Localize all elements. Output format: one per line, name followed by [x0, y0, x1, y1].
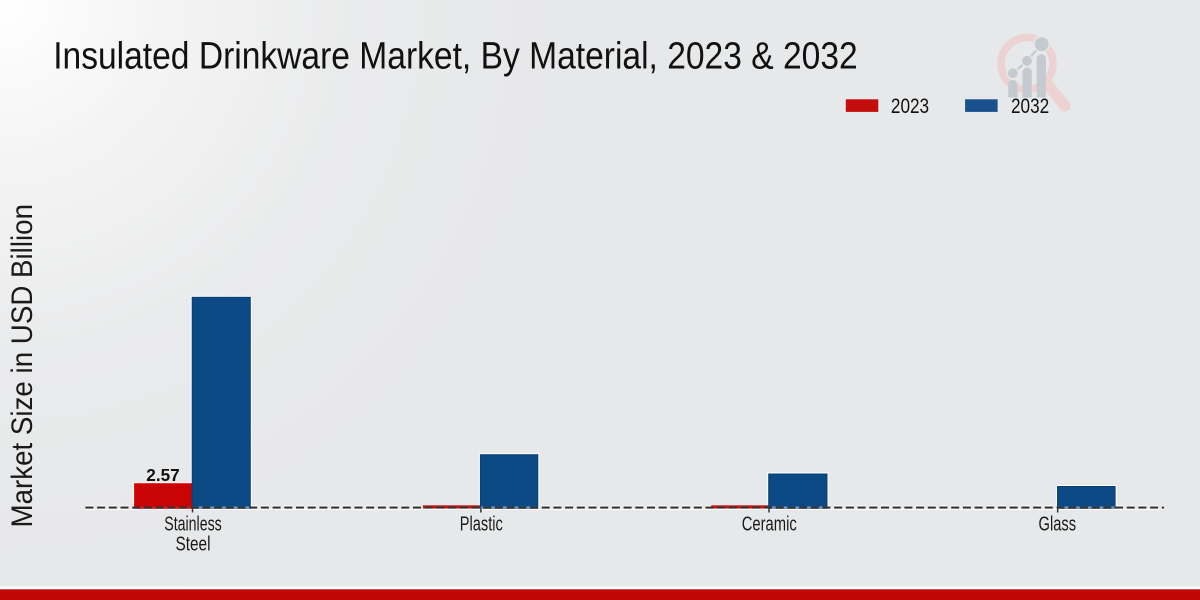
- svg-text:Ceramic: Ceramic: [742, 512, 797, 535]
- svg-text:Steel: Steel: [176, 532, 211, 555]
- svg-text:2.57: 2.57: [146, 465, 180, 485]
- svg-text:Stainless: Stainless: [164, 512, 222, 535]
- svg-text:Market Size in USD Billion: Market Size in USD Billion: [6, 204, 39, 528]
- svg-text:Plastic: Plastic: [460, 512, 503, 535]
- svg-text:Glass: Glass: [1039, 512, 1077, 535]
- svg-text:Insulated Drinkware Market, By: Insulated Drinkware Market, By Material,…: [53, 36, 858, 78]
- svg-text:2023: 2023: [891, 94, 929, 118]
- svg-text:2032: 2032: [1011, 94, 1049, 118]
